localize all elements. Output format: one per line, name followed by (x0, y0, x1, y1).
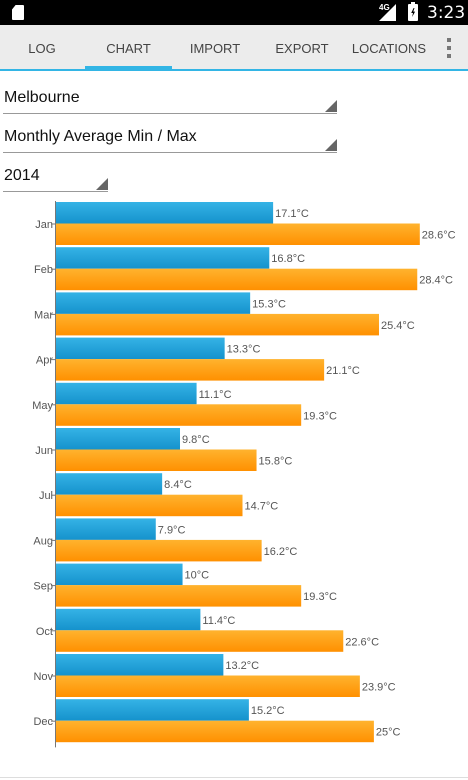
status-bar: 4G 3:23 (0, 0, 468, 25)
data-label: 11.4°C (202, 615, 235, 627)
month-label: Sep (33, 581, 53, 593)
max-bar (55, 359, 325, 381)
data-label: 25°C (376, 727, 401, 739)
max-bar (55, 539, 262, 562)
data-label: 22.6°C (345, 636, 379, 648)
data-label: 17.1°C (275, 208, 309, 220)
min-bar (55, 428, 181, 450)
min-bar (55, 382, 197, 405)
min-bar (55, 292, 251, 314)
data-label: 25.4°C (381, 320, 415, 332)
battery-charging-icon (408, 2, 418, 21)
tab-bar: LOG CHART IMPORT EXPORT LOCATIONS (0, 25, 468, 71)
data-label: 8.4°C (164, 479, 192, 491)
data-label: 21.1°C (326, 365, 360, 377)
tab-import[interactable]: IMPORT (189, 41, 241, 56)
data-label: 23.9°C (362, 682, 396, 694)
min-bar (55, 518, 156, 540)
data-label: 7.9°C (158, 524, 186, 536)
dropdown-caret-icon (325, 139, 337, 151)
min-bar (55, 608, 201, 631)
year-spinner[interactable]: 2014 (3, 162, 108, 192)
chart-type-value: Monthly Average Min / Max (4, 128, 197, 145)
data-label: 11.1°C (199, 389, 232, 401)
data-label: 10°C (185, 570, 210, 582)
max-bar (55, 720, 374, 743)
data-label: 13.2°C (225, 660, 259, 672)
month-label: Jun (35, 445, 53, 457)
data-label: 19.3°C (303, 410, 337, 422)
min-bar (55, 337, 225, 360)
min-bar (55, 563, 183, 586)
data-label: 28.6°C (422, 230, 456, 242)
data-label: 13.3°C (227, 344, 261, 356)
data-label: 16.2°C (264, 546, 298, 558)
max-bar (55, 404, 302, 426)
min-bar (55, 247, 270, 269)
bottom-divider (0, 777, 468, 778)
month-label: Dec (33, 716, 53, 728)
chart-type-spinner[interactable]: Monthly Average Min / Max (3, 123, 337, 153)
min-bar (55, 473, 163, 495)
max-bar (55, 223, 420, 245)
max-bar (55, 268, 418, 291)
data-label: 16.8°C (271, 253, 305, 265)
month-label: Apr (36, 355, 53, 367)
min-bar (55, 654, 224, 676)
tab-locations[interactable]: LOCATIONS (351, 41, 427, 56)
data-label: 15.8°C (259, 456, 293, 468)
month-label: May (32, 400, 53, 412)
min-bar (55, 699, 249, 721)
max-bar (55, 494, 243, 517)
network-type-label: 4G (379, 3, 390, 12)
max-bar (55, 449, 257, 471)
min-max-temperature-chart: Jan 17.1°C 28.6°C Feb 16.8°C 28.4°C Mar 15.3°C 2… (32, 201, 456, 748)
data-label: 15.3°C (252, 298, 286, 310)
month-label: Feb (34, 264, 53, 276)
max-bar (55, 313, 379, 336)
month-label: Oct (36, 626, 53, 638)
tab-log[interactable]: LOG (28, 41, 56, 56)
month-label: Jul (39, 490, 53, 502)
tab-export[interactable]: EXPORT (275, 41, 329, 56)
sd-card-icon (12, 5, 24, 20)
data-label: 28.4°C (419, 275, 453, 287)
max-bar (55, 585, 302, 607)
data-label: 15.2°C (251, 705, 285, 717)
signal-icon (379, 4, 396, 21)
dropdown-caret-icon (96, 178, 108, 190)
overflow-menu-icon[interactable] (446, 38, 452, 60)
min-bar (55, 202, 274, 224)
data-label: 19.3°C (303, 591, 337, 603)
dropdown-caret-icon (325, 100, 337, 112)
location-value: Melbourne (4, 89, 80, 106)
tab-chart[interactable]: CHART (85, 25, 172, 71)
month-label: Aug (33, 535, 53, 547)
location-spinner[interactable]: Melbourne (3, 84, 337, 114)
clock: 3:23 (427, 3, 466, 23)
month-label: Jan (35, 219, 53, 231)
max-bar (55, 675, 360, 697)
data-label: 14.7°C (245, 501, 279, 513)
month-label: Nov (33, 671, 53, 683)
data-label: 9.8°C (182, 434, 210, 446)
max-bar (55, 630, 344, 652)
month-label: Mar (34, 309, 53, 321)
year-value: 2014 (4, 167, 40, 184)
